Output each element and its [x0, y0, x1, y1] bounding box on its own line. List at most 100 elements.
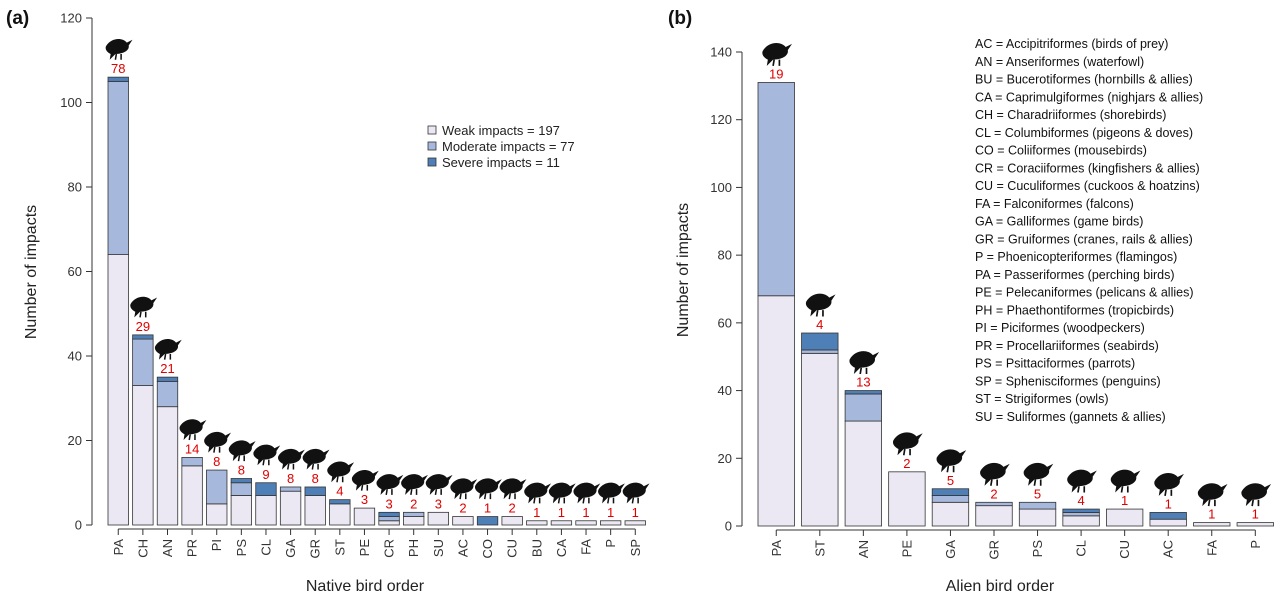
panel-b-bars: 19 4 13 2 5 2 5 4 1 1 1 1: [757, 66, 1274, 527]
count-label-ps: 8: [238, 463, 245, 478]
cl-bird-icon: [1067, 469, 1097, 493]
bar-ac-weak: [1149, 518, 1187, 527]
bar-cl-severe: [255, 482, 277, 496]
cl-bird-icon: [253, 444, 281, 466]
key-entry: PS = Psittaciformes (parrots): [975, 357, 1135, 371]
count-label-st: 4: [816, 317, 823, 332]
bar-ps-severe: [230, 478, 253, 484]
count-label-cl: 9: [262, 467, 269, 482]
y-tick-label: 100: [60, 95, 82, 110]
x-tick-label-ga: GA: [943, 540, 958, 559]
bar-ph-moderate: [403, 511, 425, 517]
x-tick-label-pa: PA: [769, 540, 784, 557]
pr-bird-icon: [179, 419, 207, 441]
count-label-cr: 3: [385, 496, 392, 511]
bu-bird-icon: [524, 482, 552, 504]
p-bird-icon: [598, 482, 625, 504]
x-tick-label-st: ST: [812, 540, 827, 557]
key-entry: CA = Caprimulgiformes (nighjars & allies…: [975, 90, 1203, 104]
x-tick-label-an: AN: [856, 540, 871, 558]
y-tick-label: 20: [68, 433, 82, 448]
p-bird-icon: [1241, 483, 1272, 507]
legend-moderate-swatch: [427, 141, 437, 151]
gr-bird-icon: [980, 462, 1010, 486]
legend-weak-label: Weak impacts = 197: [442, 123, 560, 138]
ps-bird-icon: [228, 440, 256, 462]
bar-p-weak: [600, 520, 622, 526]
x-tick-label-cr: CR: [382, 539, 397, 558]
bar-ga-moderate: [931, 495, 970, 503]
bar-pe-weak: [888, 471, 926, 527]
key-entry: SP = Sphenisciformes (penguins): [975, 374, 1161, 388]
x-tick-label-p: P: [1248, 540, 1263, 549]
bar-gr-severe: [304, 486, 326, 496]
an-bird-icon: [849, 351, 880, 375]
panel-a-y-axis-title: Number of impacts: [23, 205, 40, 339]
bar-pe-weak: [353, 507, 376, 526]
bar-ga-weak: [279, 490, 302, 526]
key-entry: SU = Suliformes (gannets & allies): [975, 410, 1166, 424]
key-entry: AN = Anseriformes (waterfowl): [975, 55, 1144, 69]
panel-a-bird-icons: [105, 39, 650, 504]
bar-ac-severe: [1149, 512, 1187, 520]
panel-a-label: (a): [6, 8, 29, 29]
key-entry: AC = Accipitriformes (birds of prey): [975, 37, 1168, 51]
ac-bird-icon: [1154, 473, 1184, 497]
key-entry: FA = Falconiformes (falcons): [975, 197, 1134, 211]
bar-ps-weak: [1018, 508, 1057, 527]
ac-bird-icon: [450, 478, 478, 500]
count-label-bu: 1: [533, 505, 540, 520]
bar-ga-severe: [931, 488, 970, 496]
pa-bird-icon: [105, 39, 133, 60]
y-tick-label: 0: [75, 518, 82, 533]
bar-cr-weak: [378, 520, 400, 526]
legend-severe-swatch: [427, 157, 437, 167]
count-label-cu: 1: [1121, 493, 1128, 508]
count-label-pa: 78: [111, 61, 125, 76]
key-entry: GR = Gruiformes (cranes, rails & allies): [975, 232, 1193, 246]
bar-ch-severe: [132, 334, 154, 340]
an-bird-icon: [154, 338, 182, 360]
count-label-p: 1: [1252, 507, 1259, 522]
x-tick-label-cu: CU: [505, 539, 520, 558]
key-entry: CR = Coraciiformes (kingfishers & allies…: [975, 161, 1200, 175]
bar-pa-severe: [107, 76, 129, 82]
fa-bird-icon: [573, 482, 601, 504]
bar-pi-moderate: [206, 469, 228, 505]
bar-cl-moderate: [1062, 512, 1100, 517]
key-entry: BU = Bucerotiformes (hornbills & allies): [975, 73, 1193, 87]
x-tick-label-bu: BU: [529, 539, 544, 557]
bar-st-severe: [801, 332, 839, 351]
x-tick-label-st: ST: [332, 539, 347, 556]
x-tick-label-cl: CL: [258, 539, 273, 556]
pa-bird-icon: [762, 43, 792, 67]
x-tick-label-ac: AC: [455, 539, 470, 557]
bar-pa-moderate: [757, 82, 795, 297]
panel-a-x-axis-title: Native bird order: [306, 578, 425, 595]
bar-fa-weak: [575, 520, 597, 526]
gr-bird-icon: [302, 448, 330, 470]
count-label-ph: 2: [410, 496, 417, 511]
count-label-fa: 1: [582, 505, 589, 520]
x-tick-label-ps: PS: [1030, 540, 1045, 558]
panel-b-axes: 0 20 40 60 80 100 120 140 PA ST AN PE GA GR PS CL CU AC FA…: [710, 45, 1263, 560]
x-tick-label-ch: CH: [135, 539, 150, 558]
x-tick-label-sp: SP: [628, 539, 643, 556]
legend-severe-label: Severe impacts = 11: [442, 155, 560, 170]
y-tick-label: 120: [710, 112, 732, 127]
cu-bird-icon: [499, 478, 527, 500]
ch-bird-icon: [130, 296, 158, 318]
bar-p-weak: [1236, 522, 1274, 527]
x-tick-label-cu: CU: [1117, 540, 1132, 559]
bar-fa-weak: [1193, 522, 1231, 527]
bar-an-weak: [156, 406, 179, 526]
cu-bird-icon: [1110, 469, 1141, 493]
count-label-cu: 2: [509, 501, 516, 516]
bar-ca-weak: [550, 520, 573, 526]
key-entry: CO = Coliiformes (mousebirds): [975, 144, 1147, 158]
bar-ga-moderate: [279, 486, 302, 492]
key-entry: PI = Piciformes (woodpeckers): [975, 321, 1145, 335]
x-tick-label-an: AN: [160, 539, 175, 557]
